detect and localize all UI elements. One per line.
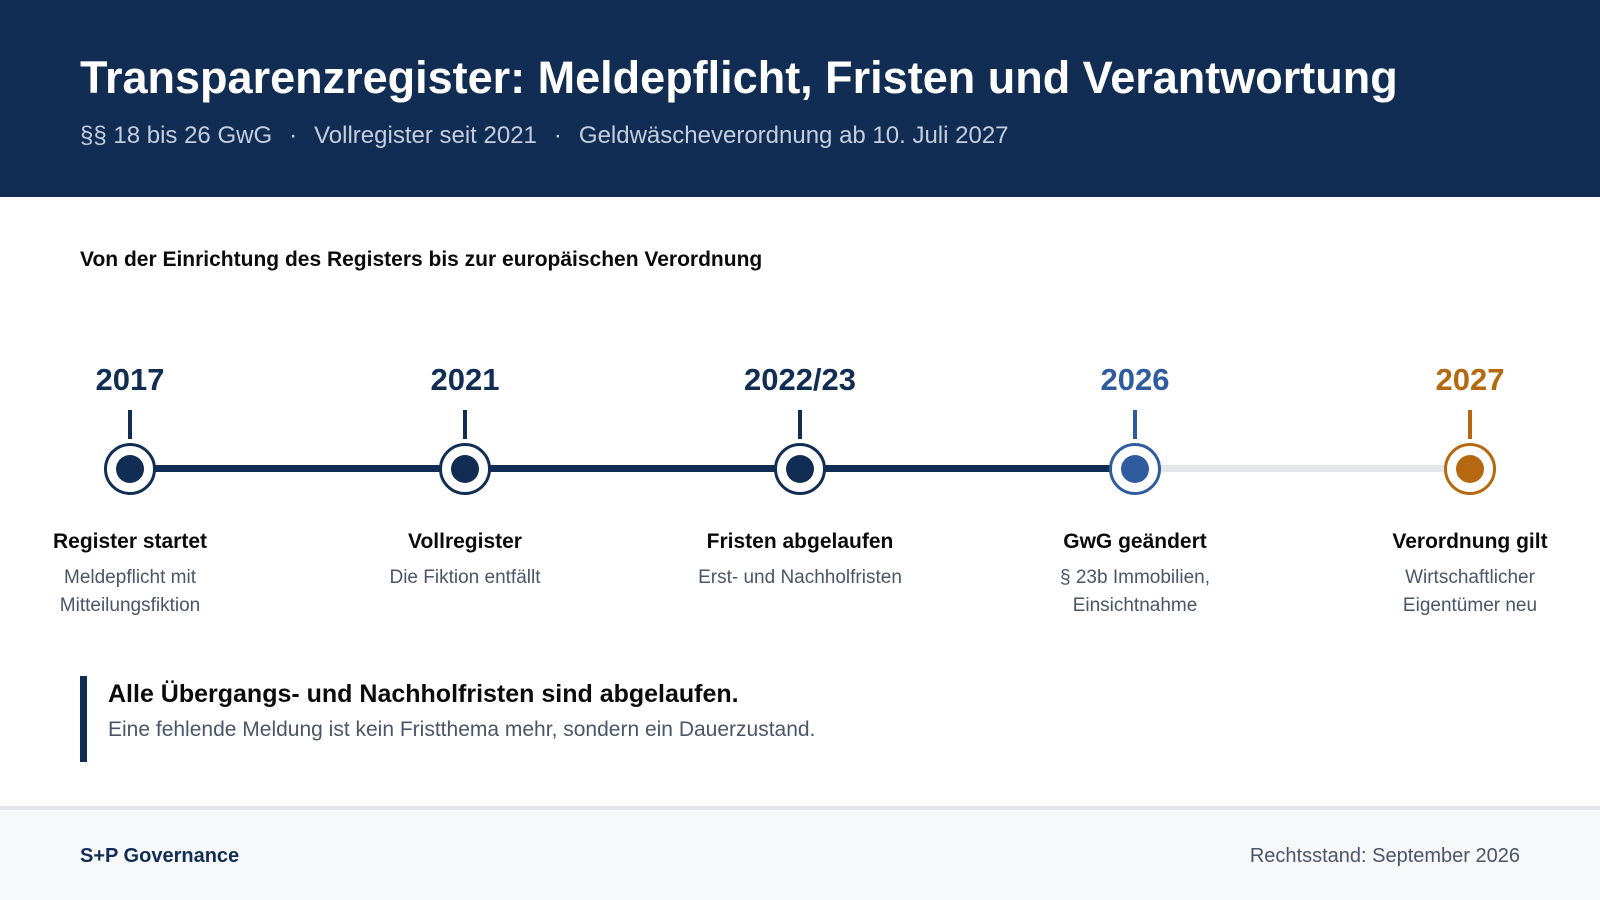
milestone-marker (104, 443, 156, 495)
subtitle-regulation-date: Geldwäscheverordnung ab 10. Juli 2027 (578, 122, 1009, 149)
header-banner: Transparenzregister: Meldepflicht, Frist… (0, 0, 1600, 197)
milestone-marker-dot (786, 455, 814, 483)
milestone-description: Die Fiktion entfällt (389, 567, 541, 588)
milestone-title: Vollregister (408, 530, 522, 553)
footer: S+P Governance Rechtsstand: September 20… (0, 806, 1600, 900)
callout-text: Eine fehlende Meldung ist kein Fristthem… (108, 718, 816, 741)
section-title: Von der Einrichtung des Registers bis zu… (80, 248, 763, 271)
callout-title: Alle Übergangs- und Nachholfristen sind … (108, 680, 739, 708)
milestone-2: 2021 Vollregister Die Fiktion entfällt (355, 0, 575, 900)
footer-legal-status: Rechtsstand: September 2026 (1249, 845, 1520, 867)
subtitle-separator: · (553, 122, 562, 149)
timeline-track-upcoming (1135, 465, 1470, 472)
milestone-description: Erst- und Nachholfristen (698, 567, 902, 588)
milestone-marker-dot (1121, 455, 1149, 483)
milestone-description: Meldepflicht mit Mitteilungsfiktion (59, 567, 201, 616)
milestone-year: 2027 (1435, 362, 1505, 397)
timeline-track-completed (130, 465, 1135, 472)
milestone-tick (463, 410, 467, 439)
milestone-marker (1444, 443, 1496, 495)
milestone-tick (1133, 410, 1137, 439)
milestone-marker (439, 443, 491, 495)
subtitle-full-register: Vollregister seit 2021 (314, 122, 537, 149)
milestone-3: 2022/23 Fristen abgelaufen Erst- und Nachh… (690, 0, 910, 900)
milestone-year: 2021 (430, 362, 500, 397)
footer-brand: S+P Governance (80, 845, 240, 867)
subtitle-legal-basis: §§ 18 bis 26 GwG (80, 122, 273, 149)
milestone-year: 2017 (95, 362, 165, 397)
milestone-year: 2026 (1100, 362, 1170, 397)
milestone-4: 2026 GwG geändert § 23b Immobilien, Einsic… (1025, 0, 1245, 900)
subtitle-separator: · (289, 122, 298, 149)
milestone-title: Register startet (52, 530, 208, 553)
milestone-description: § 23b Immobilien, Einsichtnahme (1060, 567, 1210, 616)
milestone-marker-dot (451, 455, 479, 483)
milestone-tick (128, 410, 132, 439)
milestone-marker (1109, 443, 1161, 495)
milestone-marker-dot (1456, 455, 1484, 483)
milestone-marker-dot (116, 455, 144, 483)
milestone-title: Verordnung gilt (1392, 530, 1548, 553)
milestone-tick (1468, 410, 1472, 439)
milestone-1: 2017 Register startet Meldepflicht mit Mit… (20, 0, 240, 900)
milestone-description: Wirtschaftlicher Eigentümer neu (1402, 567, 1538, 616)
milestone-title: Fristen abgelaufen (706, 530, 894, 553)
callout-box: Alle Übergangs- und Nachholfristen sind … (80, 676, 980, 762)
milestone-tick (798, 410, 802, 439)
milestone-marker (774, 443, 826, 495)
milestone-5: 2027 Verordnung gilt Wirtschaftlicher Eige… (1360, 0, 1580, 900)
milestone-year: 2022/23 (743, 362, 857, 397)
page-title: Transparenzregister: Meldepflicht, Frist… (80, 52, 1398, 103)
page-subtitle: §§ 18 bis 26 GwG · Vollregister seit 2021 ·… (80, 122, 1009, 150)
milestone-title: GwG geändert (1063, 530, 1207, 553)
